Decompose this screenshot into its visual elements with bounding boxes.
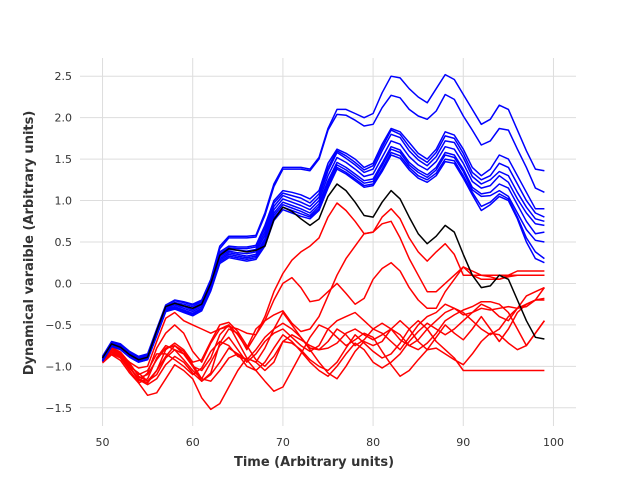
y-tick-label: 2.5: [55, 70, 73, 83]
series-line-14: [101, 202, 545, 382]
x-tick-label: 60: [186, 436, 200, 449]
series-line-2: [101, 93, 545, 358]
y-tick-label: 0.5: [55, 236, 73, 249]
series-line-9: [101, 151, 545, 363]
tick-labels: 50 60 70 80 90 100 −1.5 −1.0 −0.5 0.0 0.5 1.0 1.5 2.0…: [45, 70, 564, 449]
x-axis-label: Time (Arbitrary units): [234, 455, 394, 470]
series-line-12: [101, 208, 545, 369]
series-line-17: [101, 300, 546, 411]
x-tick-label: 100: [543, 436, 564, 449]
series-line-19: [101, 319, 545, 382]
series-line-21: [101, 286, 545, 386]
y-tick-label: −1.5: [45, 402, 72, 415]
y-tick-label: 1.0: [55, 195, 73, 208]
x-tick-label: 80: [366, 436, 380, 449]
x-tick-label: 90: [456, 436, 470, 449]
series-line-10: [101, 154, 545, 363]
series-line-20: [101, 320, 546, 392]
y-axis-label: Dynamical varaible (Arbitrary units): [22, 111, 37, 376]
y-tick-label: 0.0: [55, 277, 73, 290]
series-layer: [101, 73, 546, 411]
series-line-3: [101, 127, 545, 359]
y-tick-label: 2.0: [55, 112, 73, 125]
grid: [80, 58, 576, 426]
series-line-1: [101, 73, 545, 358]
y-tick-label: 1.5: [55, 153, 73, 166]
series-line-5: [101, 133, 545, 361]
series-line-11: [101, 183, 545, 361]
series-line-18: [101, 297, 545, 376]
series-line-6: [101, 140, 545, 362]
y-tick-label: −0.5: [45, 319, 72, 332]
series-line-8: [101, 148, 545, 363]
series-line-7: [101, 145, 545, 363]
x-tick-label: 70: [276, 436, 290, 449]
x-tick-label: 50: [96, 436, 110, 449]
y-tick-label: −1.0: [45, 360, 72, 373]
